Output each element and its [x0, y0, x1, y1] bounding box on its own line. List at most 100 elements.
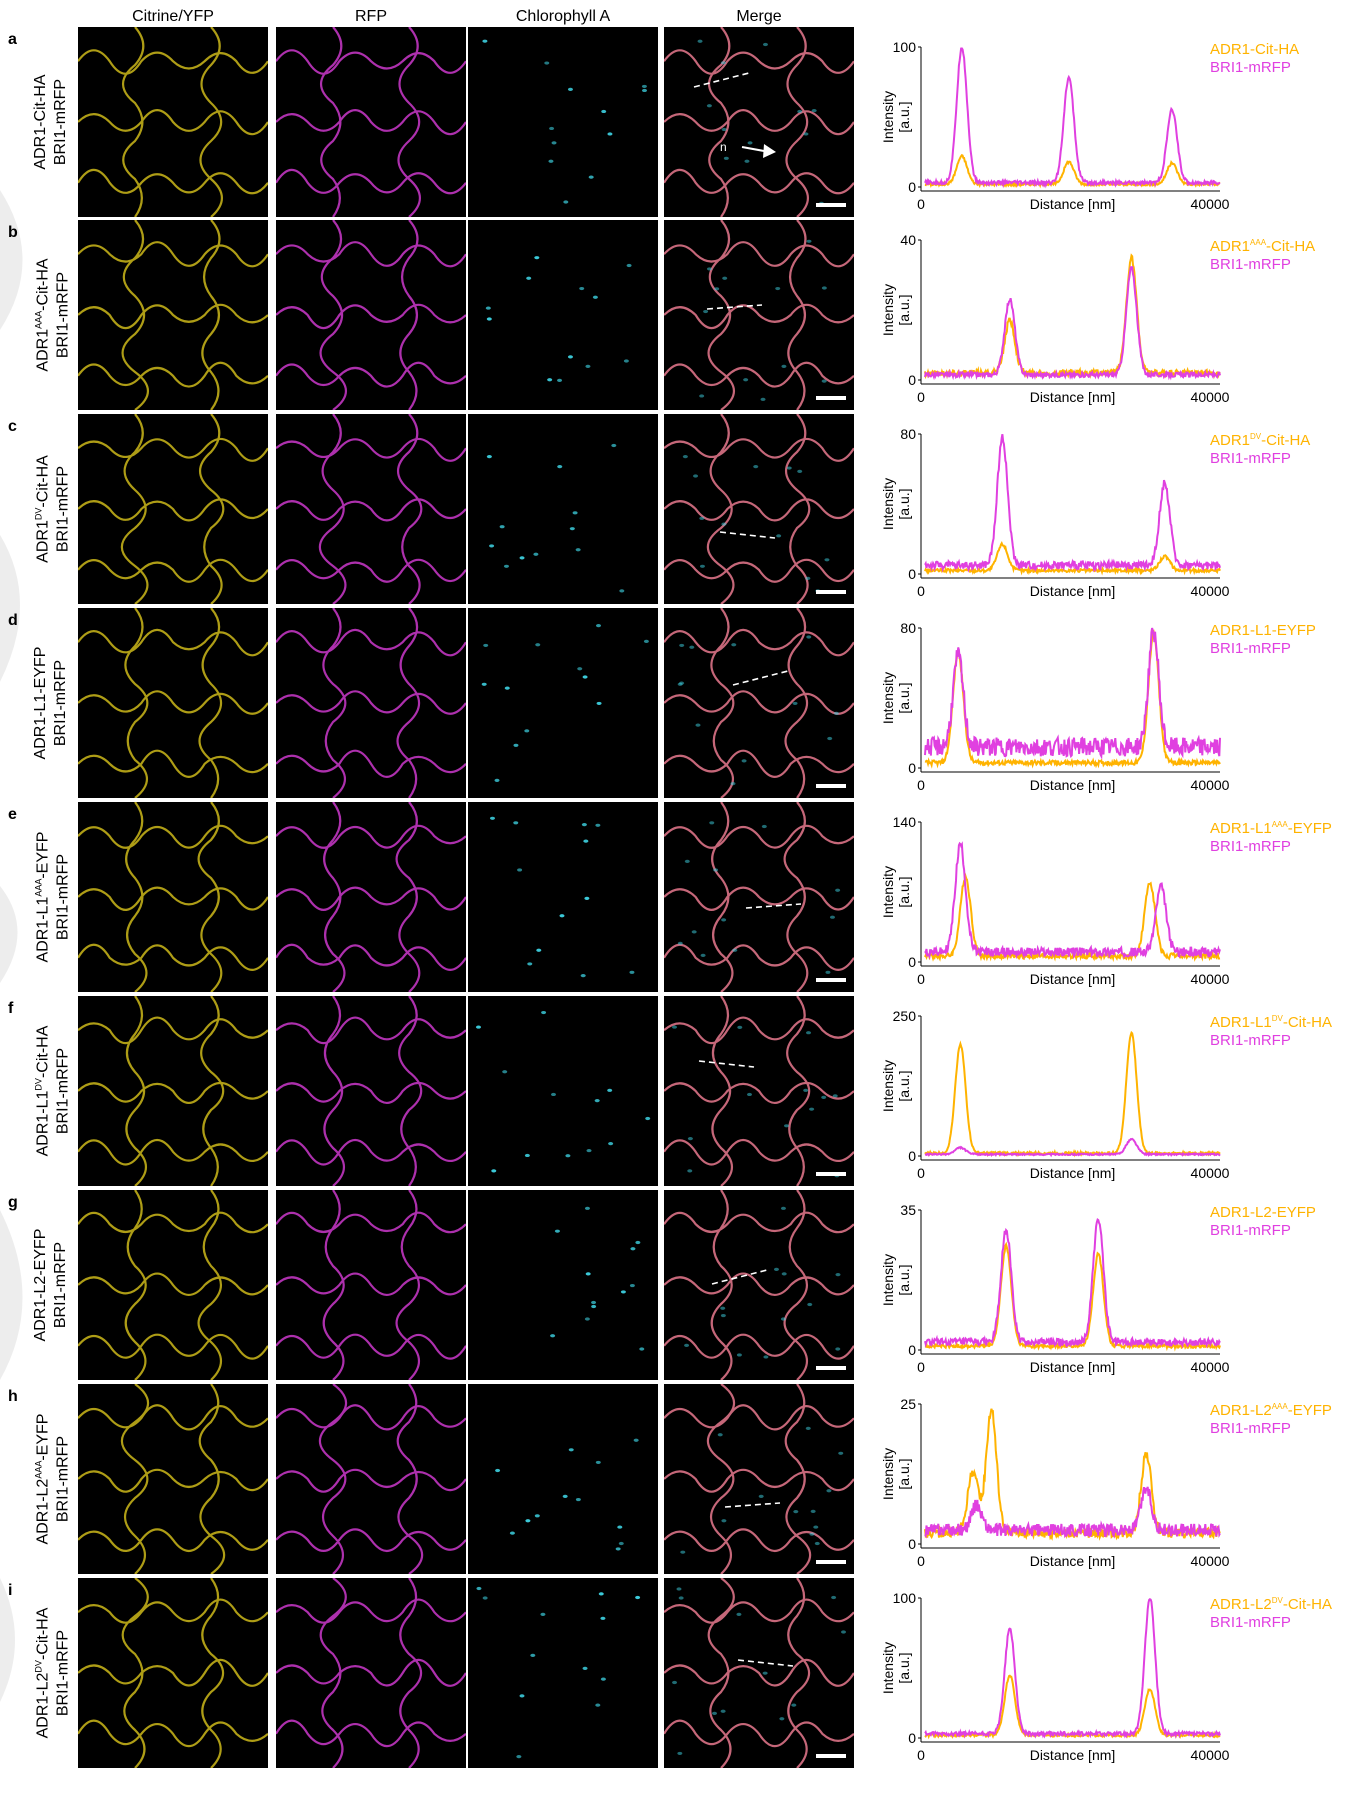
y-axis-label: Intensity — [880, 672, 896, 724]
row-label: ADR1-Cit-HA BRI1-mRFP — [28, 27, 74, 217]
intensity-profile-chart: 80 0 0 40000 Distance [nm] Intensity [a.u.] — [875, 414, 1345, 604]
y-tick-label-max: 100 — [893, 39, 917, 55]
figure-row-a: a ADR1-Cit-HA BRI1-mRFP n 100 0 0 40000 Distance… — [0, 27, 1360, 217]
panel-letter: d — [8, 612, 18, 629]
x-axis-label: Distance [nm] — [1030, 777, 1116, 793]
x-axis-label: Distance [nm] — [1030, 1359, 1116, 1375]
x-tick-label-min: 0 — [917, 583, 925, 599]
x-tick-label-max: 40000 — [1191, 971, 1230, 987]
row-label-marker: BRI1-mRFP — [54, 271, 72, 359]
row-label: ADR1-L1-EYFP BRI1-mRFP — [28, 608, 74, 798]
micrograph-chl — [468, 1578, 658, 1768]
micrograph-rfp — [276, 27, 466, 217]
legend-entry-construct: ADR1-L1-EYFP — [1210, 622, 1316, 639]
y-axis-label: Intensity — [880, 91, 896, 143]
intensity-profile-chart: 140 0 0 40000 Distance [nm] Intensity [a.u.] — [875, 802, 1345, 992]
figure-row-g: g ADR1-L2-EYFP BRI1-mRFP 35 0 0 40000 Distance … — [0, 1190, 1360, 1380]
row-label-construct: ADR1-L2DV-Cit-HA — [33, 1607, 52, 1739]
intensity-profile-chart: 25 0 0 40000 Distance [nm] Intensity [a.u.] — [875, 1384, 1345, 1574]
y-tick-label-min: 0 — [908, 1148, 916, 1164]
y-axis-label: Intensity — [880, 866, 896, 918]
y-axis-label-unit: [a.u.] — [896, 1070, 912, 1101]
y-tick-label-min: 0 — [908, 1730, 916, 1746]
legend-entry-construct: ADR1-Cit-HA — [1210, 41, 1300, 58]
y-axis-label-unit: [a.u.] — [896, 1458, 912, 1489]
legend-entry-construct: ADR1-L2AAA-EYFP — [1210, 1402, 1332, 1419]
panel-letter: h — [8, 1388, 18, 1405]
micrograph-merge — [664, 1384, 854, 1574]
y-axis-label: Intensity — [880, 1254, 896, 1306]
micrograph-merge — [664, 802, 854, 992]
micrograph-merge — [664, 1190, 854, 1380]
intensity-profile-chart: 35 0 0 40000 Distance [nm] Intensity [a.u.] — [875, 1190, 1345, 1380]
chart-legend: ADR1-L1AAA-EYFP BRI1-mRFP — [1210, 816, 1332, 856]
micrograph-yfp — [78, 996, 268, 1186]
y-axis-label-unit: [a.u.] — [896, 294, 912, 325]
micrograph-yfp — [78, 1384, 268, 1574]
scale-bar — [816, 978, 846, 982]
y-tick-label-min: 0 — [908, 1342, 916, 1358]
legend-entry-construct: ADR1DV-Cit-HA — [1210, 432, 1311, 449]
panel-letter: e — [8, 806, 17, 823]
y-tick-label-max: 25 — [900, 1396, 916, 1412]
legend-entry-marker: BRI1-mRFP — [1210, 1032, 1291, 1049]
chart-legend: ADR1-L2-EYFP BRI1-mRFP — [1210, 1204, 1316, 1240]
y-tick-label-max: 80 — [900, 620, 916, 636]
y-tick-label-min: 0 — [908, 954, 916, 970]
micrograph-rfp — [276, 996, 466, 1186]
row-label-marker: BRI1-mRFP — [54, 853, 72, 941]
legend-entry-construct: ADR1AAA-Cit-HA — [1210, 238, 1316, 255]
micrograph-chl — [468, 1384, 658, 1574]
figure-row-e: e ADR1-L1AAA-EYFP BRI1-mRFP 140 0 0 40000 Dista… — [0, 802, 1360, 992]
micrograph-yfp — [78, 414, 268, 604]
row-label: ADR1-L2-EYFP BRI1-mRFP — [28, 1190, 74, 1380]
intensity-profile-chart: 40 0 0 40000 Distance [nm] Intensity [a.u.] — [875, 220, 1345, 410]
x-axis-label: Distance [nm] — [1030, 583, 1116, 599]
panel-letter: a — [8, 31, 17, 48]
micrograph-chl — [468, 1190, 658, 1380]
nucleus-arrow-icon — [741, 144, 776, 158]
figure-row-b: b ADR1AAA-Cit-HA BRI1-mRFP 40 0 0 40000 Distanc… — [0, 220, 1360, 410]
row-label-marker: BRI1-mRFP — [52, 659, 69, 747]
y-axis-label: Intensity — [880, 478, 896, 530]
legend-entry-marker: BRI1-mRFP — [1210, 1420, 1291, 1437]
micrograph-rfp — [276, 1190, 466, 1380]
y-tick-label-max: 40 — [900, 232, 916, 248]
x-tick-label-min: 0 — [917, 1359, 925, 1375]
y-axis-label-unit: [a.u.] — [896, 101, 912, 132]
chart-legend: ADR1-L2DV-Cit-HA BRI1-mRFP — [1210, 1592, 1332, 1632]
micrograph-merge — [664, 414, 854, 604]
panel-letter: i — [8, 1582, 13, 1599]
series-line-2 — [924, 1597, 1221, 1739]
y-tick-label-min: 0 — [908, 372, 916, 388]
micrograph-yfp — [78, 1578, 268, 1768]
row-label: ADR1-L2DV-Cit-HA BRI1-mRFP — [28, 1578, 74, 1768]
y-tick-label-max: 100 — [893, 1590, 917, 1606]
row-label: ADR1-L1DV-Cit-HA BRI1-mRFP — [28, 996, 74, 1186]
micrograph-chl — [468, 608, 658, 798]
y-tick-label-max: 250 — [893, 1008, 917, 1024]
micrograph-rfp — [276, 220, 466, 410]
row-label-construct: ADR1-Cit-HA — [32, 74, 49, 170]
row-label: ADR1DV-Cit-HA BRI1-mRFP — [28, 414, 74, 604]
legend-entry-construct: ADR1-L2-EYFP — [1210, 1204, 1316, 1221]
row-label-marker: BRI1-mRFP — [54, 1629, 72, 1717]
scale-bar — [816, 396, 846, 400]
figure-row-f: f ADR1-L1DV-Cit-HA BRI1-mRFP 250 0 0 40000 Dist… — [0, 996, 1360, 1186]
row-label-marker: BRI1-mRFP — [52, 1241, 69, 1329]
y-tick-label-min: 0 — [908, 760, 916, 776]
micrograph-merge: n — [664, 27, 854, 217]
series-line-2 — [924, 1137, 1221, 1158]
x-tick-label-max: 40000 — [1191, 1165, 1230, 1181]
x-tick-label-min: 0 — [917, 1553, 925, 1569]
micrograph-yfp — [78, 220, 268, 410]
panel-letter: c — [8, 418, 17, 435]
figure-row-c: c ADR1DV-Cit-HA BRI1-mRFP 80 0 0 40000 Distance… — [0, 414, 1360, 604]
row-label-construct: ADR1-L2AAA-EYFP — [33, 1413, 52, 1545]
column-header-yfp: Citrine/YFP — [132, 8, 214, 25]
micrograph-rfp — [276, 1384, 466, 1574]
x-tick-label-max: 40000 — [1191, 196, 1230, 212]
scale-bar — [816, 1366, 846, 1370]
micrograph-chl — [468, 27, 658, 217]
series-line-1 — [924, 872, 1221, 963]
